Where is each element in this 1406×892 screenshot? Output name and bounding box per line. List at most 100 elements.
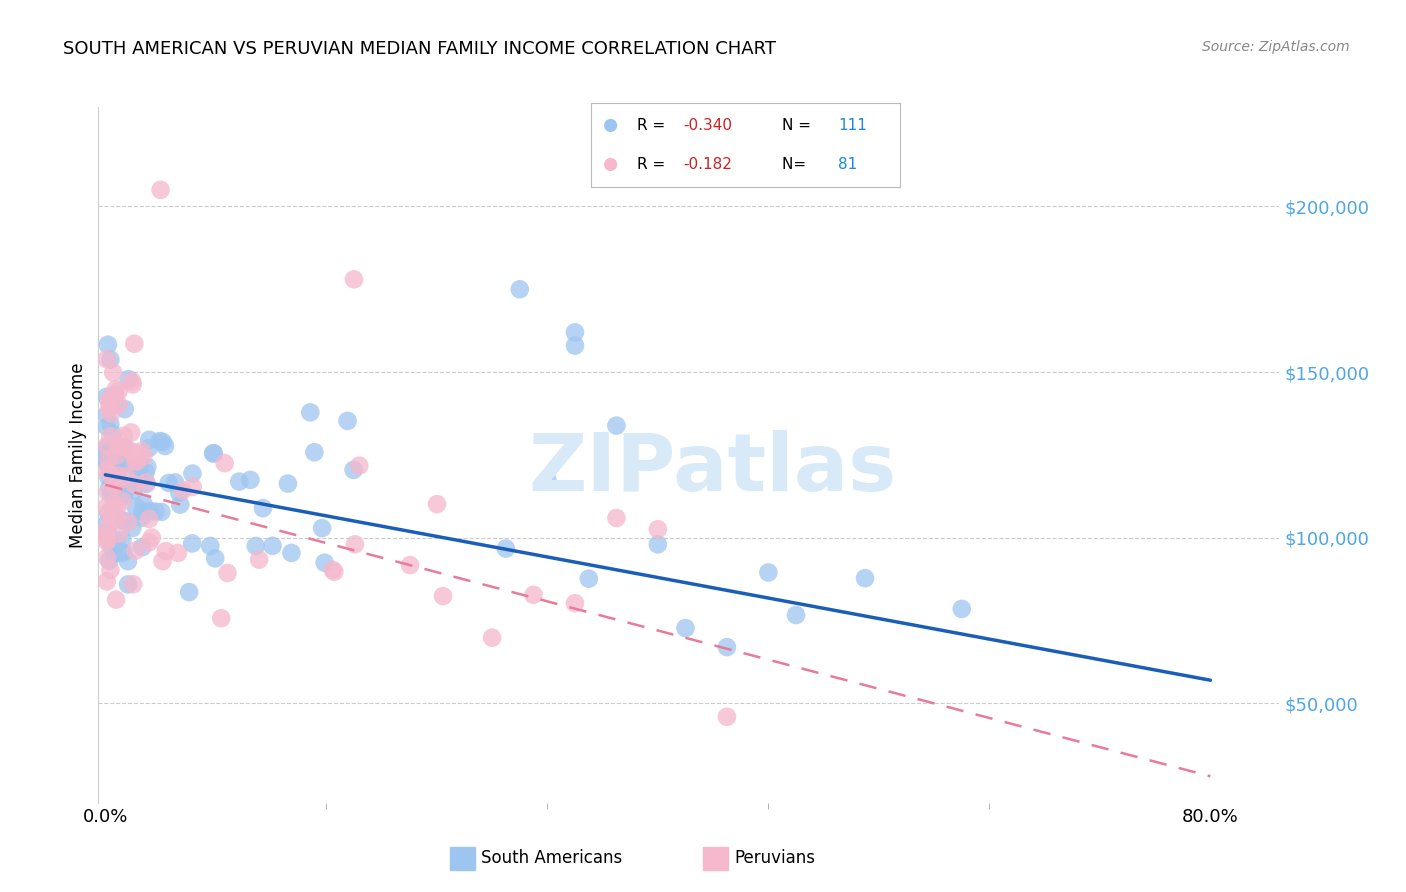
Text: ZIPatlas: ZIPatlas bbox=[529, 430, 897, 508]
Point bbox=[100, 442, 122, 456]
Point bbox=[103, 497, 125, 511]
Point bbox=[135, 466, 157, 480]
Point bbox=[131, 505, 153, 519]
Point bbox=[167, 485, 190, 500]
Point bbox=[125, 460, 148, 475]
Point bbox=[252, 501, 274, 516]
Text: R =: R = bbox=[637, 157, 675, 172]
Point bbox=[481, 631, 503, 645]
Point bbox=[103, 507, 125, 521]
Point bbox=[100, 487, 122, 501]
Text: SOUTH AMERICAN VS PERUVIAN MEDIAN FAMILY INCOME CORRELATION CHART: SOUTH AMERICAN VS PERUVIAN MEDIAN FAMILY… bbox=[63, 40, 776, 58]
Point bbox=[124, 477, 146, 491]
Point bbox=[495, 541, 517, 556]
Point bbox=[141, 531, 163, 545]
Point bbox=[96, 419, 118, 434]
Point bbox=[536, 473, 558, 487]
Point bbox=[716, 710, 738, 724]
Point bbox=[125, 500, 148, 514]
Point bbox=[97, 470, 120, 484]
Point bbox=[114, 402, 136, 417]
Text: 81: 81 bbox=[838, 157, 858, 172]
Point bbox=[107, 511, 129, 525]
Point bbox=[108, 454, 131, 468]
Text: R =: R = bbox=[637, 118, 671, 133]
Point bbox=[138, 433, 160, 447]
Point bbox=[105, 535, 128, 549]
Point bbox=[136, 459, 159, 474]
Point bbox=[111, 440, 134, 454]
Point bbox=[157, 475, 180, 490]
Point bbox=[127, 455, 149, 469]
Point bbox=[97, 506, 120, 520]
Point bbox=[432, 589, 454, 603]
Point bbox=[124, 453, 146, 467]
Point bbox=[323, 565, 346, 579]
Point bbox=[96, 516, 118, 531]
Point bbox=[247, 552, 270, 566]
Point bbox=[112, 489, 135, 503]
Point bbox=[150, 505, 173, 519]
Point bbox=[105, 466, 128, 480]
Point bbox=[104, 395, 127, 409]
Point bbox=[239, 473, 262, 487]
Point bbox=[104, 387, 127, 401]
Point bbox=[100, 443, 122, 458]
Text: N =: N = bbox=[782, 118, 815, 133]
Point bbox=[209, 611, 232, 625]
Text: -0.182: -0.182 bbox=[683, 157, 733, 172]
Point bbox=[152, 554, 174, 568]
Point bbox=[101, 366, 124, 380]
Point bbox=[96, 529, 118, 543]
Point bbox=[103, 547, 125, 561]
Point bbox=[181, 467, 204, 481]
Point bbox=[96, 408, 118, 422]
Point bbox=[111, 533, 134, 547]
Point bbox=[304, 445, 326, 459]
Point bbox=[342, 463, 364, 477]
Point bbox=[426, 497, 449, 511]
Point bbox=[96, 456, 118, 470]
Point bbox=[96, 550, 118, 565]
Point bbox=[103, 469, 125, 483]
Point bbox=[117, 372, 139, 386]
Point bbox=[214, 456, 236, 470]
Point bbox=[114, 441, 136, 455]
Point bbox=[122, 483, 145, 498]
Point bbox=[228, 475, 250, 489]
Text: -0.340: -0.340 bbox=[683, 118, 733, 133]
Point bbox=[509, 282, 531, 296]
Point bbox=[112, 514, 135, 528]
Point bbox=[107, 468, 129, 483]
Point bbox=[647, 522, 669, 536]
Point bbox=[98, 450, 121, 464]
Point bbox=[200, 539, 222, 553]
Point bbox=[343, 537, 366, 551]
Point bbox=[98, 401, 121, 416]
Point bbox=[97, 452, 120, 467]
Point bbox=[262, 539, 284, 553]
Point bbox=[100, 352, 122, 367]
Point bbox=[96, 500, 118, 514]
Point bbox=[135, 476, 157, 491]
Point bbox=[112, 545, 135, 559]
Point bbox=[121, 521, 143, 535]
Point bbox=[105, 592, 128, 607]
Point bbox=[121, 374, 143, 388]
Point bbox=[108, 474, 131, 488]
Point bbox=[96, 454, 118, 468]
Point bbox=[111, 494, 134, 508]
Point bbox=[101, 427, 124, 442]
Point bbox=[101, 392, 124, 406]
Point bbox=[96, 454, 118, 468]
Point bbox=[169, 498, 191, 512]
Point bbox=[143, 505, 166, 519]
Point bbox=[299, 405, 322, 419]
Point bbox=[756, 566, 779, 580]
Point bbox=[138, 512, 160, 526]
Point bbox=[96, 533, 118, 547]
Point bbox=[125, 455, 148, 469]
Point bbox=[117, 577, 139, 591]
Point bbox=[117, 516, 139, 530]
Point bbox=[138, 441, 160, 455]
